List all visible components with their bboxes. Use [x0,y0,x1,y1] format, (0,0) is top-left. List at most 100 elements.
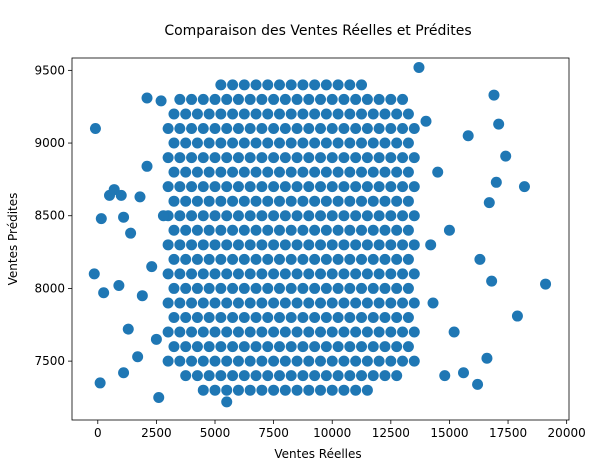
point [391,253,403,265]
point [227,79,239,91]
point [391,341,403,353]
point [303,210,315,222]
y-tick-label: 8000 [34,281,65,295]
point [238,224,250,236]
point [356,137,368,149]
x-tick-label: 7500 [258,426,289,440]
point [458,367,470,379]
point [297,253,309,265]
point [408,297,420,309]
point [332,108,344,120]
point [367,137,379,149]
x-tick-label: 10000 [313,426,351,440]
point [238,370,250,382]
point [291,152,303,164]
point [315,210,326,222]
point [425,239,437,251]
point [174,181,186,193]
point [174,326,186,338]
point [203,312,215,324]
point [350,181,362,193]
point [162,355,174,367]
point [273,312,285,324]
point [256,181,268,193]
point [367,282,379,294]
point [326,384,338,396]
point [250,108,262,120]
point [180,253,192,265]
point [238,108,250,120]
point [361,268,373,280]
point [326,355,338,367]
point [174,93,186,105]
point [168,253,180,265]
point [174,123,186,135]
point [379,137,391,149]
point [332,166,344,178]
point [122,323,134,335]
x-tick-label: 12500 [372,426,410,440]
point [180,370,192,382]
point [367,370,379,382]
point [344,370,356,382]
point [385,268,397,280]
point [474,253,486,265]
point [180,341,192,353]
point [397,297,409,309]
point [315,239,326,251]
point [320,195,332,207]
point [397,268,409,280]
point [186,93,198,105]
point [408,239,420,251]
point [279,123,291,135]
point [367,253,379,265]
point [268,152,280,164]
point [303,384,315,396]
point [326,268,338,280]
point [338,268,350,280]
point [227,253,239,265]
point [481,352,493,364]
y-axis-label: Ventes Prédites [6,193,20,286]
point [391,137,403,149]
point [262,253,274,265]
point [244,297,256,309]
point [408,210,420,222]
point [262,79,274,91]
point [146,261,158,273]
point [361,93,373,105]
point [291,239,303,251]
point [493,118,505,130]
point [320,312,332,324]
point [186,181,198,193]
point [209,297,221,309]
point [309,79,321,91]
point [315,93,326,105]
point [215,224,227,236]
point [262,312,274,324]
point [379,224,391,236]
point [402,312,414,324]
x-axis-label: Ventes Réelles [274,447,361,461]
point [291,123,303,135]
point [118,367,130,379]
point [215,79,227,91]
point [490,176,502,188]
point [356,370,368,382]
point [332,282,344,294]
point [291,355,303,367]
point [285,137,297,149]
point [256,123,268,135]
point [168,282,180,294]
point [309,224,321,236]
point [191,195,203,207]
point [174,239,186,251]
point [303,181,315,193]
point [397,355,409,367]
point [361,355,373,367]
point [297,224,309,236]
point [413,61,425,73]
point [344,195,356,207]
point [168,224,180,236]
point [141,160,153,172]
